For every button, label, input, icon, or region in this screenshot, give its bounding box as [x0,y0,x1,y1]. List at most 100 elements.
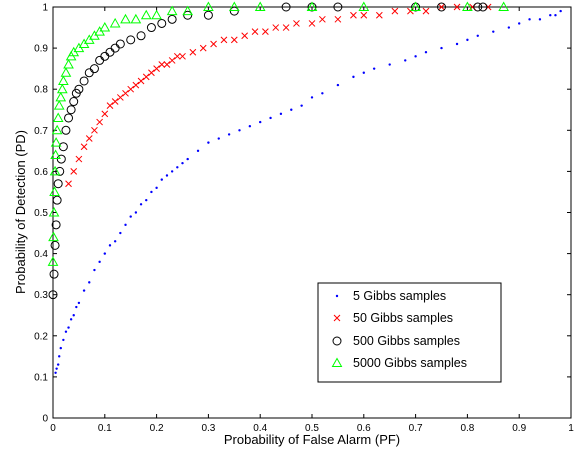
legend-label-50: 50 Gibbs samples [353,311,453,325]
data-point [230,36,238,44]
data-point [262,28,269,36]
data-point [48,290,58,300]
legend-label-500: 500 Gibbs samples [353,334,460,348]
data-point [179,52,186,60]
data-point [61,125,71,135]
data-point [64,113,74,123]
data-point [137,77,145,85]
data-point [217,137,220,140]
data-point [66,105,76,115]
data-point [170,170,174,173]
y-tick-label: 0 [42,414,48,425]
data-point [75,155,83,163]
data-point [163,61,171,68]
y-tick-label: 0.8 [34,85,48,96]
data-point [127,85,135,93]
data-point [308,20,316,27]
data-point [139,203,143,206]
data-point [136,31,146,41]
data-point [498,1,510,11]
data-point [228,1,240,11]
data-point [48,231,59,242]
data-point [157,18,167,28]
data-point [203,1,214,11]
data-point [69,97,79,107]
data-point [108,244,112,247]
data-point [173,52,181,60]
data-point [109,17,121,28]
series-3 [47,1,510,266]
y-tick-label: 0.9 [34,44,48,55]
data-point [554,14,557,17]
legend-marker [331,357,343,367]
data-point [99,22,111,32]
data-point [306,1,318,11]
data-point [50,240,60,250]
data-point [150,190,153,194]
data-point [55,91,67,102]
data-point [455,42,459,46]
data-point [182,5,194,16]
data-point [334,15,342,23]
y-tick-label: 0.3 [34,290,48,301]
data-point [146,23,156,33]
data-point [62,338,65,342]
data-point [106,102,114,109]
data-point [279,112,283,116]
x-tick-label: 0.9 [512,423,526,434]
data-point [58,75,69,85]
legend: 5 Gibbs samples 50 Gibbs samples 500 Gib… [317,282,502,383]
data-point [473,2,483,12]
data-point [453,3,461,11]
data-point [559,9,562,13]
data-point [259,120,262,124]
data-point [199,44,207,52]
data-point [56,83,68,94]
data-point [181,161,184,165]
data-point [53,100,65,110]
data-point [153,65,160,73]
x-tick-label: 0 [50,423,56,434]
data-point [281,2,291,12]
data-point [375,11,383,19]
data-point [422,7,430,15]
series-2 [48,2,488,300]
y-axis-label: Probability of Detection (PD) [13,130,28,294]
data-point [47,256,59,266]
data-point [424,51,428,54]
data-point [229,6,239,16]
data-point [549,14,552,17]
data-point [119,231,122,235]
data-point [333,2,343,12]
data-point [404,59,407,62]
data-point [49,165,61,176]
data-point [507,26,511,29]
data-point [50,149,61,159]
data-point [145,198,148,202]
data-point [98,260,101,264]
data-point [478,2,488,12]
data-point [54,371,57,374]
legend-marker [335,294,339,298]
y-tick-label: 1 [42,3,48,14]
data-point [362,71,365,74]
data-point [241,32,249,40]
legend-label-5: 5 Gibbs samples [353,289,446,303]
data-point [51,220,61,230]
data-point [77,301,81,305]
y-tick-label: 0.5 [34,208,48,219]
data-point [59,346,62,350]
data-point [101,110,109,118]
data-point [120,13,131,24]
data-point [82,289,86,292]
data-point [49,186,60,196]
axis-ticks: 0 0.1 0.2 0.3 0.4 0.5 0.6 0.7 0.8 0.9 1 0 0.1 0.2 0.3 0… [34,3,574,435]
x-tick-label: 0.2 [150,423,164,434]
data-point [140,9,152,20]
data-point [158,61,166,68]
x-tick-label: 0.7 [409,423,423,434]
data-point [440,46,443,50]
data-point [410,1,421,11]
data-point [103,252,107,255]
